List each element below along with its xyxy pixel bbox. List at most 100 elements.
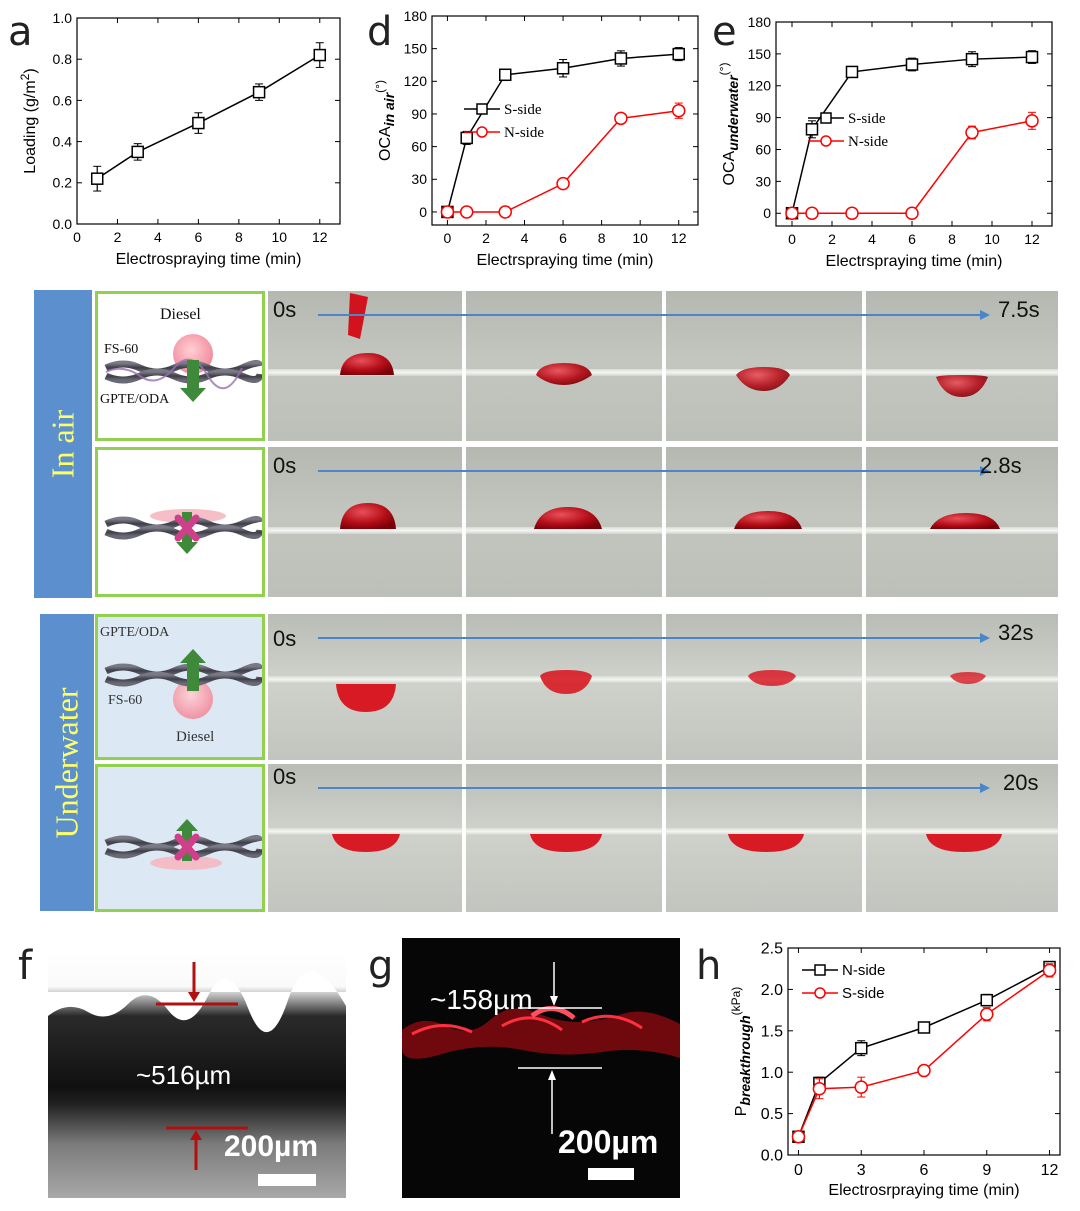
y-tick-label: 60 <box>755 141 771 157</box>
chart-d-frame <box>431 15 699 226</box>
y-axis-label-main: P <box>733 1106 750 1117</box>
y-tick-label: 0.4 <box>53 134 73 150</box>
time-start-c1: 0s <box>273 626 297 651</box>
data-point-circle <box>459 205 474 219</box>
y-tick-label: 0.0 <box>761 1148 783 1165</box>
data-point-square <box>905 58 919 71</box>
y-tick-label: 60 <box>411 139 427 155</box>
data-point-circle <box>791 1130 806 1144</box>
panel-letter-e: e <box>712 9 737 55</box>
x-tick-label: 6 <box>194 229 202 245</box>
y-axis-label-sup: (°) <box>373 80 387 93</box>
droplet-sequence-c2 <box>318 783 1002 852</box>
scheme-c-diesel-label: Diesel <box>176 729 215 745</box>
data-point-circle <box>614 111 628 126</box>
y-axis-label: Pbreakthrough(kPa) <box>729 987 753 1117</box>
x-tick-label: 6 <box>908 231 916 247</box>
scheme-b1-graphic <box>104 334 264 402</box>
x-tick-label: 2 <box>114 229 122 245</box>
data-point-square <box>917 1021 931 1034</box>
data-point-square <box>460 131 473 145</box>
series-line-0 <box>446 53 679 213</box>
scale-bar-f <box>258 1174 316 1186</box>
data-point-square <box>980 993 994 1007</box>
y-tick-label: 180 <box>404 8 428 24</box>
panel-letter-f: f <box>18 943 33 989</box>
y-tick-label: 0.2 <box>53 175 73 191</box>
underwater-tab: Underwater <box>40 614 94 911</box>
y-tick-label: 0.0 <box>53 216 73 232</box>
data-point-square <box>965 52 979 66</box>
series-line-1 <box>792 120 1033 214</box>
x-axis-label: Electrspraying time (min) <box>826 253 1003 270</box>
x-axis-label: Electrspraying time (min) <box>477 252 654 269</box>
in-air-label: In air <box>44 409 81 479</box>
data-point-circle <box>812 1082 827 1096</box>
x-tick-label: 12 <box>1041 1162 1059 1179</box>
scheme-b-row1: Diesel FS-60 GPTE/ODA <box>95 291 265 441</box>
data-point-circle <box>965 125 979 140</box>
chart-a-frame <box>76 17 341 225</box>
x-tick-label: 12 <box>312 229 328 245</box>
chart-e-oca-underwater: 0 2 4 6 8 10 120306090120150180Electrspraying … <box>717 14 1053 270</box>
y-tick-label: 1.0 <box>761 1065 783 1082</box>
data-point-square <box>252 85 266 99</box>
y-axis-label-main: Loading (g/m <box>22 80 39 173</box>
y-tick-label: 120 <box>404 73 428 89</box>
image-g-fluorescence: ~158µm 200µm <box>402 938 680 1198</box>
data-point-square <box>313 48 327 62</box>
x-tick-label: 8 <box>948 231 956 247</box>
scale-bar-g <box>588 1168 634 1180</box>
x-tick-label: 4 <box>521 230 529 246</box>
data-point-circle <box>440 205 455 219</box>
data-point-circle <box>845 206 859 220</box>
legend-marker <box>820 112 832 124</box>
chart-h-breakthrough-pressure: 0 3 6 9 12 0.0 0.5 1.0 1.5 2.0 2.5 Electrosrpraying… <box>729 941 1061 1199</box>
panel-letter-g: g <box>368 943 394 989</box>
data-point-circle <box>556 176 570 191</box>
thickness-label-g: ~158µm <box>430 984 533 1015</box>
x-tick-label: 12 <box>1024 231 1040 247</box>
x-tick-label: 4 <box>154 229 162 245</box>
x-tick-label: 4 <box>868 231 876 247</box>
chart-a-loading: 0 2 4 6 8 10 12 0.0 0.2 0.4 0.6 0.8 1.0 Electrosprayi… <box>18 10 341 268</box>
data-point-circle <box>980 1007 994 1021</box>
time-start-b2: 0s <box>273 453 297 478</box>
scheme-b2-graphic <box>104 509 264 554</box>
legend-marker <box>814 964 826 976</box>
series-line-0 <box>791 56 1033 214</box>
legend-marker <box>476 103 488 115</box>
panel-letter-a: a <box>8 9 33 55</box>
scheme-c1-graphic <box>104 649 264 719</box>
scheme-b-top-layer-label: FS-60 <box>104 342 139 357</box>
time-end-b1: 7.5s <box>998 297 1040 322</box>
x-tick-label: 10 <box>272 229 288 245</box>
y-tick-label: 0 <box>763 205 771 221</box>
chart-d-oca-in-air: 0 2 4 6 8 10 120306090120150180Electrspraying … <box>373 8 699 269</box>
series-line-0 <box>96 54 321 180</box>
data-point-square <box>845 65 859 79</box>
x-tick-label: 6 <box>559 230 567 246</box>
y-axis-label-end: ) <box>22 68 39 73</box>
data-point-circle <box>917 1063 931 1078</box>
data-point-circle <box>498 205 512 219</box>
x-axis-label: Electrospraying time (min) <box>116 251 302 268</box>
x-tick-label: 0 <box>73 229 81 245</box>
y-tick-label: 120 <box>748 78 772 94</box>
data-point-square <box>1025 50 1039 64</box>
x-tick-label: 12 <box>671 230 687 246</box>
y-axis-label-main: OCA <box>377 126 394 161</box>
legend-label-0: N-side <box>842 962 885 979</box>
x-tick-label: 2 <box>828 231 836 247</box>
x-tick-label: 10 <box>984 231 1000 247</box>
x-tick-label: 0 <box>794 1162 803 1179</box>
blocked-x-icon-underwater <box>174 833 200 861</box>
y-tick-label: 30 <box>755 173 771 189</box>
time-start-b1: 0s <box>273 297 297 322</box>
data-point-circle <box>805 206 819 220</box>
data-point-square <box>90 172 104 185</box>
x-tick-label: 6 <box>920 1162 929 1179</box>
y-axis-label-sup: 2 <box>18 73 32 80</box>
data-point-square <box>556 62 570 75</box>
time-end-c1: 32s <box>998 620 1034 645</box>
